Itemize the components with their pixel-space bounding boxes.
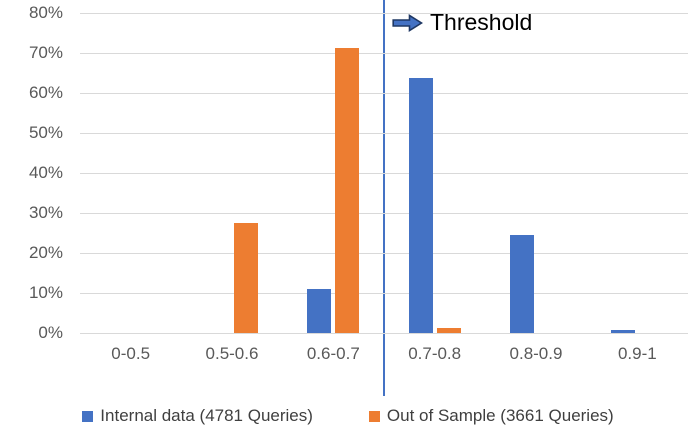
bar-internal-data [408, 78, 433, 333]
legend-item-internal-data: Internal data (4781 Queries) [82, 406, 313, 426]
gridline [80, 173, 688, 174]
legend-swatch-internal-data [82, 410, 94, 422]
bar-internal-data [611, 330, 636, 333]
gridline [80, 293, 688, 294]
legend-swatch-out-of-sample [368, 410, 380, 422]
legend-label-internal-data: Internal data (4781 Queries) [100, 406, 313, 425]
gridline [80, 53, 688, 54]
legend-item-out-of-sample: Out of Sample (3661 Queries) [368, 406, 614, 426]
legend-label-out-of-sample: Out of Sample (3661 Queries) [386, 406, 614, 425]
bar-out-of-sample [436, 328, 461, 333]
gridline [80, 13, 688, 14]
gridline [80, 93, 688, 94]
bar-internal-data [510, 235, 534, 333]
y-axis-tick-label: 0% [38, 323, 63, 342]
y-axis-tick-label: 40% [28, 163, 63, 182]
x-axis-tick-label: 0-0.5 [111, 344, 151, 363]
x-axis-tick-label: 0.8-0.9 [509, 344, 563, 363]
bar-internal-data [307, 289, 332, 333]
bar-out-of-sample [335, 48, 360, 333]
legend: Internal data (4781 Queries) Out of Samp… [0, 406, 696, 426]
x-axis-line [80, 333, 688, 334]
y-axis-tick-label: 10% [28, 283, 63, 302]
y-axis-tick-label: 80% [28, 3, 63, 22]
right-arrow-icon [392, 13, 423, 32]
threshold-line [383, 0, 385, 396]
x-axis-tick-label: 0.9-1 [617, 344, 657, 363]
y-axis-tick-label: 30% [28, 203, 63, 222]
y-axis-tick-label: 50% [28, 123, 63, 142]
y-axis-tick-label: 20% [28, 243, 63, 262]
gridline [80, 133, 688, 134]
bar-out-of-sample [234, 223, 258, 333]
gridline [80, 253, 688, 254]
y-axis-tick-label: 70% [28, 43, 63, 62]
x-axis-tick-label: 0.5-0.6 [205, 344, 259, 363]
x-axis-tick-label: 0.7-0.8 [408, 344, 462, 363]
y-axis-tick-label: 60% [28, 83, 63, 102]
gridline [80, 213, 688, 214]
x-axis-tick-label: 0.6-0.7 [306, 344, 360, 363]
